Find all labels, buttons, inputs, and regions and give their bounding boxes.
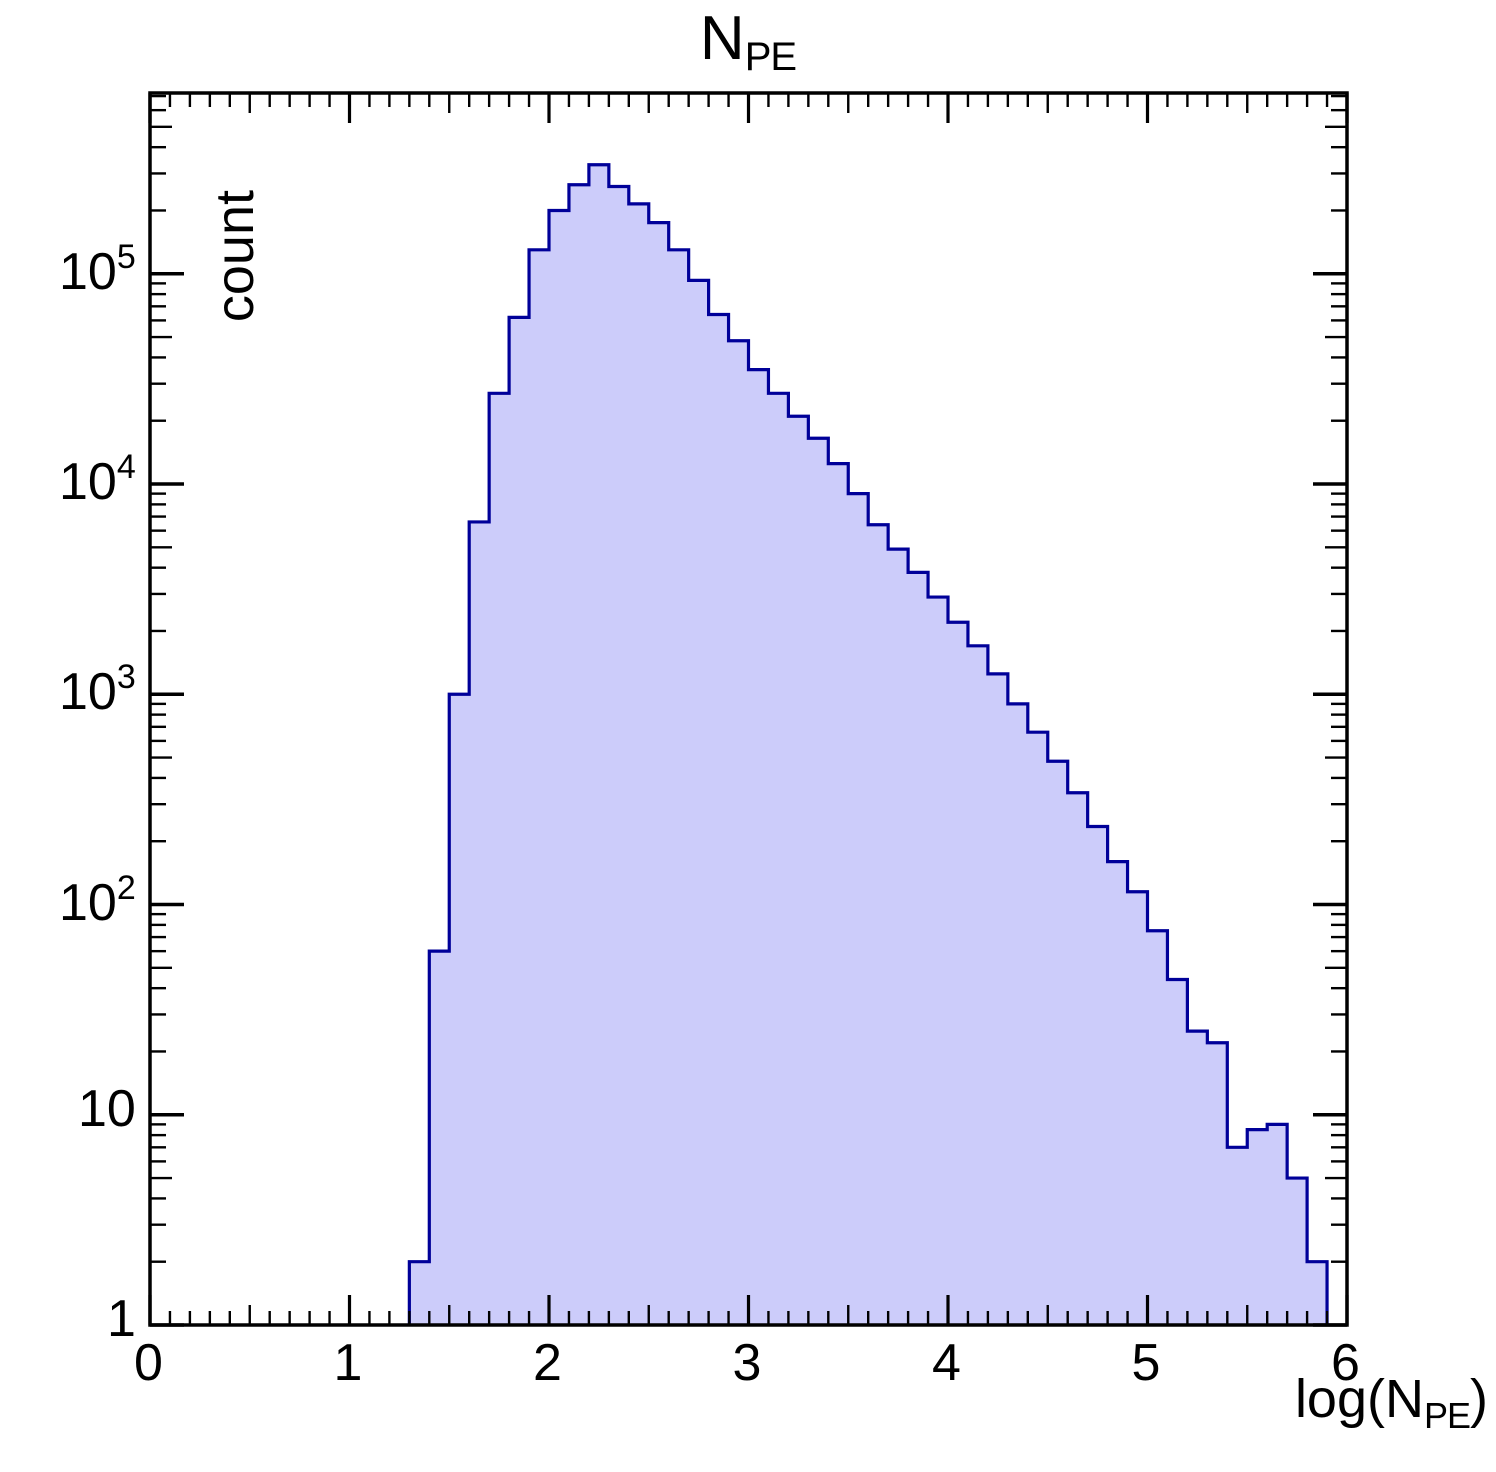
x-axis-title-tail: ) xyxy=(1470,1369,1488,1429)
title-subscript: PE xyxy=(744,35,797,80)
y-tick-label: 1 xyxy=(107,1289,136,1349)
y-tick-label: 105 xyxy=(59,238,136,302)
y-tick-label: 104 xyxy=(59,448,136,512)
x-tick-label: 5 xyxy=(1131,1334,1161,1392)
page-title: NPE xyxy=(0,8,1496,80)
x-tick-label: 6 xyxy=(1331,1334,1360,1392)
x-axis-title: log(NPE) xyxy=(1295,1368,1488,1437)
x-axis-title-main: log(N xyxy=(1294,1369,1424,1429)
y-tick-label: 10 xyxy=(78,1079,136,1139)
y-tick-exponent: 2 xyxy=(116,868,136,907)
y-tick-label: 102 xyxy=(59,869,136,933)
x-tick-label: 3 xyxy=(732,1334,762,1392)
x-tick-label: 0 xyxy=(134,1334,163,1392)
x-tick-label: 4 xyxy=(932,1334,961,1392)
x-axis-title-subscript: PE xyxy=(1423,1394,1471,1436)
y-tick-exponent: 5 xyxy=(116,237,136,276)
title-main: N xyxy=(699,4,745,73)
y-tick-exponent: 3 xyxy=(116,658,136,697)
axis-ticks xyxy=(148,93,1349,1327)
x-tick-label: 2 xyxy=(533,1334,562,1392)
y-tick-base: 10 xyxy=(59,663,117,722)
histogram-series xyxy=(407,163,1329,1326)
x-tick-label: 1 xyxy=(333,1334,363,1392)
y-tick-base: 10 xyxy=(59,873,117,932)
y-tick-base: 10 xyxy=(59,453,117,512)
y-tick-exponent: 4 xyxy=(116,448,136,486)
y-tick-base: 10 xyxy=(59,242,117,301)
y-tick-base: 10 xyxy=(78,1079,136,1138)
y-tick-label: 103 xyxy=(59,658,136,722)
y-tick-base: 1 xyxy=(107,1290,136,1348)
